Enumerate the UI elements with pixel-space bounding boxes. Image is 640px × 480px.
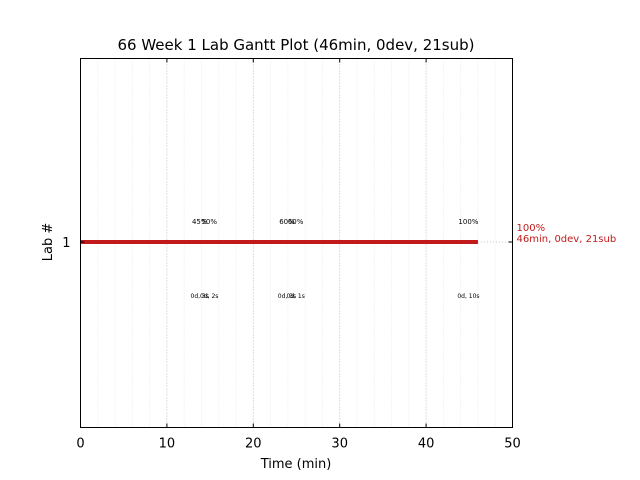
deviation-annotation: 0d, 1s	[286, 293, 304, 300]
x-tick-label: 40	[418, 437, 435, 452]
bars: 100%46min, 0dev, 21sub	[80, 223, 617, 245]
progress-annotation: 100%	[458, 218, 478, 226]
x-tick-label: 10	[159, 437, 176, 452]
progress-annotation: 60%	[279, 218, 295, 226]
chart-title: 66 Week 1 Lab Gantt Plot (46min, 0dev, 2…	[117, 36, 474, 54]
progress-annotation: 60%	[288, 218, 304, 226]
axis-ticks: 0 10 20 30 40 50 1	[62, 58, 521, 452]
x-tick-label: 50	[504, 437, 521, 452]
x-tick-label: 20	[245, 437, 262, 452]
y-tick-label: 1	[62, 236, 70, 251]
progress-annotation: 50%	[201, 218, 217, 226]
progress-annotation: 45%	[192, 218, 208, 226]
x-axis-label: Time (min)	[260, 457, 332, 472]
bar-end-percent-label: 100%	[517, 223, 546, 234]
deviation-annotation: 0d, 3s	[278, 293, 296, 300]
plot-frame	[80, 58, 513, 428]
x-tick-label: 0	[76, 437, 84, 452]
bar-end-summary-label: 46min, 0dev, 21sub	[517, 234, 617, 245]
x-tick-label: 30	[331, 437, 348, 452]
y-axis-label: Lab #	[41, 223, 56, 262]
deviation-annotation: 0d, 2s	[200, 293, 218, 300]
deviation-annotation: 0d, 3s	[191, 293, 209, 300]
deviation-annotation: 0d, 10s	[457, 293, 479, 300]
